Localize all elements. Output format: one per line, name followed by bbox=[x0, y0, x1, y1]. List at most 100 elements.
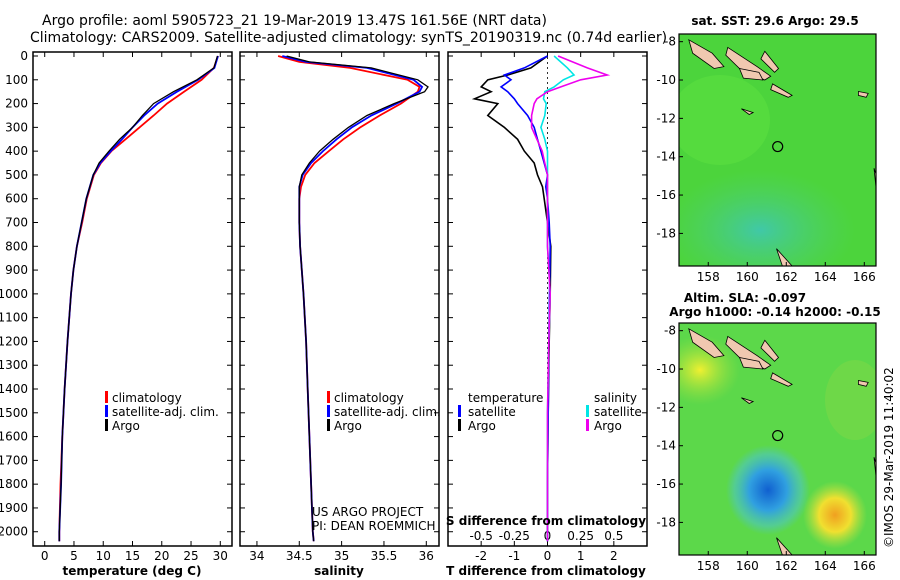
island bbox=[688, 327, 725, 358]
depth-tick-label: 1600 bbox=[0, 430, 28, 444]
land bbox=[688, 38, 876, 266]
lat-tick-label: -16 bbox=[656, 477, 676, 491]
legend-swatch-climatology bbox=[105, 391, 108, 403]
lon-tick-label: 164 bbox=[814, 270, 837, 284]
legend-swatch-t-argo bbox=[458, 419, 461, 431]
x-tick-label: 0 bbox=[41, 549, 49, 563]
sla-high-eddy bbox=[803, 481, 867, 549]
depth-tick-label: 1000 bbox=[0, 287, 28, 301]
x-tick-label: 0 bbox=[544, 549, 552, 563]
depth-tick-label: 1400 bbox=[0, 382, 28, 396]
lat-tick-label: -8 bbox=[664, 324, 676, 338]
island bbox=[741, 108, 755, 115]
depth-tick-label: 0 bbox=[20, 49, 28, 63]
legend-label-satellite: satellite-adj. clim. bbox=[112, 405, 219, 419]
legend-label-argo: Argo bbox=[112, 419, 140, 433]
lat-tick-label: -10 bbox=[656, 73, 676, 87]
lat-tick-label: -18 bbox=[656, 226, 676, 240]
temperature-panel bbox=[32, 51, 233, 547]
legend-title-temperature: temperature bbox=[468, 391, 543, 405]
sst-warm-patch bbox=[679, 75, 770, 165]
depth-tick-label: 1500 bbox=[0, 406, 28, 420]
island bbox=[760, 50, 780, 73]
title-line-2: Climatology: CARS2009. Satellite-adjuste… bbox=[30, 30, 667, 46]
legend-swatch-argo bbox=[105, 419, 108, 431]
lon-tick-label: 164 bbox=[814, 559, 837, 573]
sla-patch-e bbox=[825, 360, 876, 440]
sla-high-patch-nw bbox=[679, 335, 740, 405]
x-tick-label: 35.5 bbox=[371, 549, 398, 563]
island bbox=[770, 83, 793, 98]
x-tick-label: 2 bbox=[610, 549, 618, 563]
legend-swatch-climatology bbox=[327, 391, 330, 403]
legend-label-t-argo: Argo bbox=[468, 419, 496, 433]
sst-map-frame bbox=[678, 33, 877, 267]
island bbox=[770, 372, 793, 387]
s-tick-label: -0.25 bbox=[499, 529, 530, 543]
land bbox=[688, 327, 876, 555]
lon-tick-label: 158 bbox=[697, 559, 720, 573]
lon-tick-label: 158 bbox=[697, 270, 720, 284]
s-difference-xlabel: S difference from climatology bbox=[446, 514, 646, 528]
x-tick-label: 10 bbox=[96, 549, 111, 563]
depth-tick-label: 500 bbox=[5, 168, 28, 182]
lat-tick-label: -12 bbox=[656, 111, 676, 125]
island bbox=[776, 248, 793, 266]
lon-tick-label: 160 bbox=[736, 270, 759, 284]
lat-tick-label: -10 bbox=[656, 362, 676, 376]
series-line-argo bbox=[286, 55, 429, 542]
sla-map-ticks: -8 -10 -12 -14 -16 -18 158 160 162 164 166 bbox=[656, 324, 875, 573]
temperature-chart: 0 5 10 15 20 25 30 bbox=[41, 52, 228, 563]
legend-label-climatology: climatology bbox=[112, 391, 182, 405]
depth-tick-label: 800 bbox=[5, 239, 28, 253]
difference-chart: -2 -1 0 1 2-0.5 -0.25 0 0.25 0.5 bbox=[469, 52, 623, 563]
sla-map-title-2: Argo h1000: -0.14 h2000: -0.15 bbox=[669, 305, 880, 319]
depth-tick-label: 1900 bbox=[0, 501, 28, 515]
sst-cool-patch bbox=[679, 170, 855, 266]
x-tick-label: 36 bbox=[419, 549, 434, 563]
float-position-marker bbox=[772, 429, 784, 442]
lon-tick-label: 162 bbox=[775, 559, 798, 573]
legend-label-s-satellite: satellite bbox=[594, 405, 642, 419]
sla-map-title-1: Altim. SLA: -0.097 bbox=[684, 291, 806, 305]
series-line-argo bbox=[58, 55, 219, 542]
depth-tick-label: 400 bbox=[5, 144, 28, 158]
lat-tick-label: -12 bbox=[656, 400, 676, 414]
x-tick-label: 20 bbox=[154, 549, 169, 563]
depth-axis: 0 100 200 300 400 500 600 700 800 900 1000 1100 1200… bbox=[0, 49, 647, 539]
legend-label-t-satellite: satellite bbox=[468, 405, 516, 419]
island bbox=[776, 537, 793, 555]
legend-label-argo: Argo bbox=[334, 419, 362, 433]
island bbox=[688, 38, 725, 69]
legend-label-climatology: climatology bbox=[334, 391, 404, 405]
depth-tick-label: 300 bbox=[5, 120, 28, 134]
sst-map-ticks: -8 -10 -12 -14 -16 -18 158 160 162 164 166 bbox=[656, 35, 875, 284]
sst-map-title: sat. SST: 29.6 Argo: 29.5 bbox=[691, 14, 858, 28]
x-tick-label: 30 bbox=[213, 549, 228, 563]
lon-tick-label: 166 bbox=[853, 559, 876, 573]
lat-tick-label: -16 bbox=[656, 188, 676, 202]
x-tick-label: -2 bbox=[475, 549, 487, 563]
s-tick-label: 0.5 bbox=[604, 529, 623, 543]
x-tick-label: 34 bbox=[249, 549, 264, 563]
lat-tick-label: -8 bbox=[664, 35, 676, 49]
temperature-legend: climatology satellite-adj. clim. Argo bbox=[105, 391, 219, 433]
depth-tick-label: 1800 bbox=[0, 477, 28, 491]
depth-tick-label: 600 bbox=[5, 192, 28, 206]
legend-title-salinity: salinity bbox=[594, 391, 637, 405]
s-tick-label: 0.25 bbox=[567, 529, 594, 543]
x-tick-label: 34.5 bbox=[286, 549, 313, 563]
depth-tick-label: 200 bbox=[5, 97, 28, 111]
island bbox=[725, 46, 772, 81]
x-tick-label: 35 bbox=[334, 549, 349, 563]
lon-tick-label: 166 bbox=[853, 270, 876, 284]
temperature-xlabel: temperature (deg C) bbox=[63, 564, 202, 578]
legend-label-s-argo: Argo bbox=[594, 419, 622, 433]
island bbox=[738, 67, 764, 81]
x-tick-label: 5 bbox=[70, 549, 78, 563]
salinity-xlabel: salinity bbox=[314, 564, 364, 578]
x-tick-label: -1 bbox=[508, 549, 520, 563]
island bbox=[738, 356, 764, 370]
salinity-panel bbox=[239, 51, 440, 547]
